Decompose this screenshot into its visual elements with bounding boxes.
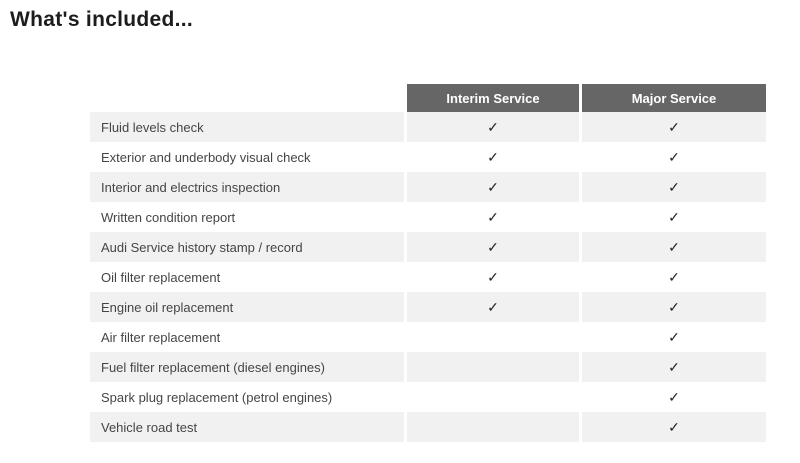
service-label: Fluid levels check: [90, 112, 404, 142]
table-row: Oil filter replacement ✓ ✓: [90, 262, 766, 292]
check-icon: ✓: [487, 178, 499, 195]
services-table-body: Fluid levels check ✓ ✓ Exterior and underbo…: [90, 112, 766, 442]
check-icon: ✓: [487, 268, 499, 285]
service-label: Fuel filter replacement (diesel engines): [90, 352, 404, 382]
check-icon: ✓: [487, 118, 499, 135]
check-icon: ✓: [668, 148, 680, 165]
major-check-cell: ✓: [579, 202, 766, 232]
major-check-cell: ✓: [579, 112, 766, 142]
check-icon: ✓: [668, 178, 680, 195]
table-row: Vehicle road test ✓: [90, 412, 766, 442]
interim-check-cell: ✓: [404, 142, 579, 172]
check-icon: ✓: [487, 148, 499, 165]
table-row: Audi Service history stamp / record ✓ ✓: [90, 232, 766, 262]
check-icon: ✓: [668, 118, 680, 135]
check-icon: ✓: [487, 238, 499, 255]
check-icon: ✓: [487, 298, 499, 315]
service-label: Air filter replacement: [90, 322, 404, 352]
table-row: Engine oil replacement ✓ ✓: [90, 292, 766, 322]
interim-check-cell: ✓: [404, 202, 579, 232]
services-comparison-table-wrap: Interim Service Major Service Fluid leve…: [90, 84, 766, 442]
service-label: Oil filter replacement: [90, 262, 404, 292]
check-icon: ✓: [668, 388, 680, 405]
major-check-cell: ✓: [579, 412, 766, 442]
service-label: Exterior and underbody visual check: [90, 142, 404, 172]
column-header-major-service: Major Service: [579, 84, 766, 112]
interim-check-cell: [404, 382, 579, 412]
major-check-cell: ✓: [579, 382, 766, 412]
check-icon: ✓: [668, 298, 680, 315]
page-title: What's included...: [10, 8, 194, 31]
interim-check-cell: ✓: [404, 112, 579, 142]
interim-check-cell: ✓: [404, 232, 579, 262]
service-label: Vehicle road test: [90, 412, 404, 442]
header-row: Interim Service Major Service: [90, 84, 766, 112]
service-label: Engine oil replacement: [90, 292, 404, 322]
major-check-cell: ✓: [579, 262, 766, 292]
major-check-cell: ✓: [579, 352, 766, 382]
table-row: Interior and electrics inspection ✓ ✓: [90, 172, 766, 202]
check-icon: ✓: [487, 208, 499, 225]
interim-check-cell: ✓: [404, 172, 579, 202]
services-comparison-table: Interim Service Major Service Fluid leve…: [90, 84, 766, 442]
major-check-cell: ✓: [579, 142, 766, 172]
service-label: Interior and electrics inspection: [90, 172, 404, 202]
major-check-cell: ✓: [579, 172, 766, 202]
interim-check-cell: ✓: [404, 262, 579, 292]
check-icon: ✓: [668, 418, 680, 435]
table-row: Air filter replacement ✓: [90, 322, 766, 352]
interim-check-cell: [404, 352, 579, 382]
interim-check-cell: ✓: [404, 292, 579, 322]
table-row: Written condition report ✓ ✓: [90, 202, 766, 232]
check-icon: ✓: [668, 328, 680, 345]
major-check-cell: ✓: [579, 232, 766, 262]
service-label: Audi Service history stamp / record: [90, 232, 404, 262]
major-check-cell: ✓: [579, 292, 766, 322]
table-header: Interim Service Major Service: [90, 84, 766, 112]
check-icon: ✓: [668, 208, 680, 225]
check-icon: ✓: [668, 238, 680, 255]
column-header-interim-service: Interim Service: [404, 84, 579, 112]
table-row: Exterior and underbody visual check ✓ ✓: [90, 142, 766, 172]
table-row: Spark plug replacement (petrol engines) ✓: [90, 382, 766, 412]
check-icon: ✓: [668, 358, 680, 375]
major-check-cell: ✓: [579, 322, 766, 352]
table-row: Fluid levels check ✓ ✓: [90, 112, 766, 142]
column-header-blank: [90, 84, 404, 112]
check-icon: ✓: [668, 268, 680, 285]
interim-check-cell: [404, 322, 579, 352]
table-row: Fuel filter replacement (diesel engines)…: [90, 352, 766, 382]
interim-check-cell: [404, 412, 579, 442]
service-label: Written condition report: [90, 202, 404, 232]
service-label: Spark plug replacement (petrol engines): [90, 382, 404, 412]
